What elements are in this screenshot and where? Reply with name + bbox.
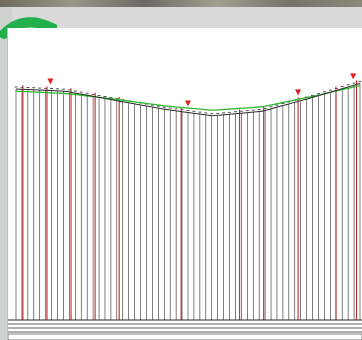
background-photo-strip: [0, 0, 362, 7]
survey-marker-icon: [47, 78, 54, 85]
survey-marker-icon: [295, 89, 302, 96]
profile-svg: [8, 73, 362, 340]
survey-marker-icon: [350, 73, 357, 80]
profile-drawing: [8, 28, 362, 340]
design-line: [15, 84, 361, 111]
band-box: [8, 333, 362, 340]
survey-marker-icon: [185, 100, 191, 107]
ground-line: [15, 82, 361, 117]
